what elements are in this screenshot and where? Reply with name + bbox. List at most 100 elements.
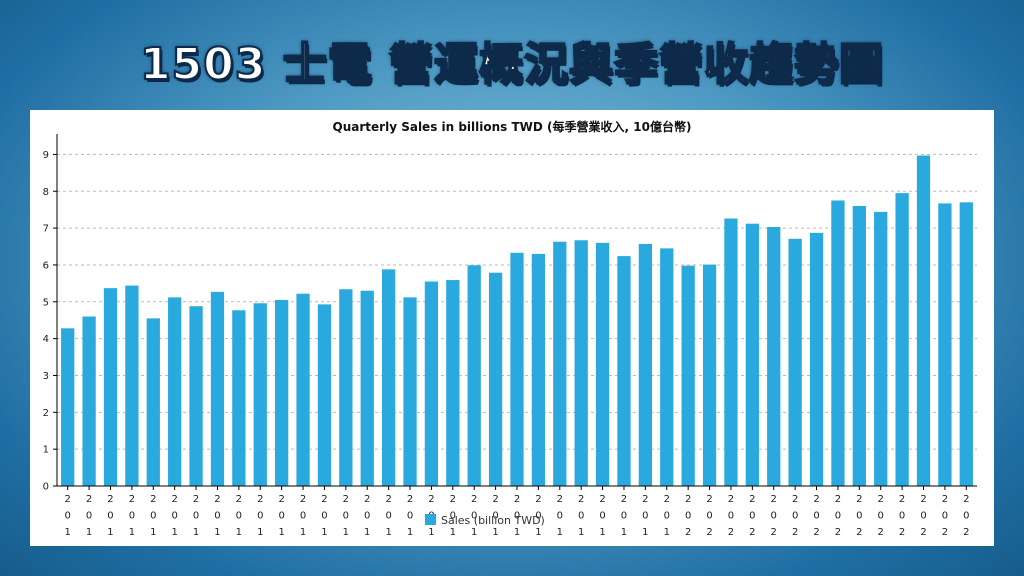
bars [61,155,973,487]
legend-label: Sales (billion TWD) [441,514,545,527]
legend-swatch [425,514,436,525]
y-tick-label: 4 [43,334,49,345]
bar [959,202,973,486]
bar [317,304,332,486]
bar [852,206,866,486]
bar [724,218,738,486]
bar [146,318,160,486]
bar [275,299,289,486]
y-tick-label: 7 [43,224,49,235]
page-title: 1503 士電 營運概況與季營收趨勢圖 [139,38,885,91]
bar [638,243,653,486]
bar [82,316,96,486]
bar [467,265,481,486]
bar [103,288,118,486]
bar [788,238,802,486]
y-tick-label: 5 [43,297,49,308]
x-tick-labels: 2 0 1 2 0 1 2 0 1 2 0 1 2 0 1 2 0 1 2 0 1 2 0 1 2 0 1 2 0 1 2 0 1 2 0 1 2 0 1 2… [65,486,969,538]
bar [916,155,931,487]
y-tick-label: 9 [43,150,49,161]
bar [210,291,225,486]
bar [339,289,353,486]
bar [874,211,888,486]
y-tick-label: 2 [43,408,49,419]
y-tick-label: 3 [43,371,49,382]
bar [510,252,524,486]
y-tick-label: 0 [43,482,49,493]
bar [574,240,588,486]
bar [895,193,909,486]
y-tick-label: 1 [43,445,49,456]
bar [488,272,503,486]
bar [424,281,439,486]
y-tick-label: 6 [43,260,49,271]
bar [189,306,203,486]
chart-title: Quarterly Sales in billions TWD (每季營業收入,… [333,119,692,134]
bar [660,248,674,486]
bar-chart: Quarterly Sales in billions TWD (每季營業收入,… [43,119,977,538]
bar [595,242,610,486]
bar [553,241,567,486]
bar [681,265,695,486]
bar [809,232,824,486]
legend: Sales (billion TWD) [425,514,545,527]
bar [168,297,182,486]
y-tick-labels: 0 1 2 3 4 5 6 7 8 9 [43,150,57,493]
y-tick-label: 8 [43,187,49,198]
bar [296,293,310,486]
bar [403,297,417,486]
chart-panel: Quarterly Sales in billions TWD (每季營業收入,… [30,110,994,546]
bar [745,223,759,486]
bar [938,203,952,486]
bar [446,280,460,486]
bar [617,256,631,486]
bar [702,264,717,486]
bar [831,200,845,486]
bar [531,253,546,486]
bar [125,285,139,486]
bar [381,269,396,486]
bar [767,227,781,486]
bar [360,290,374,486]
bar [61,328,75,486]
